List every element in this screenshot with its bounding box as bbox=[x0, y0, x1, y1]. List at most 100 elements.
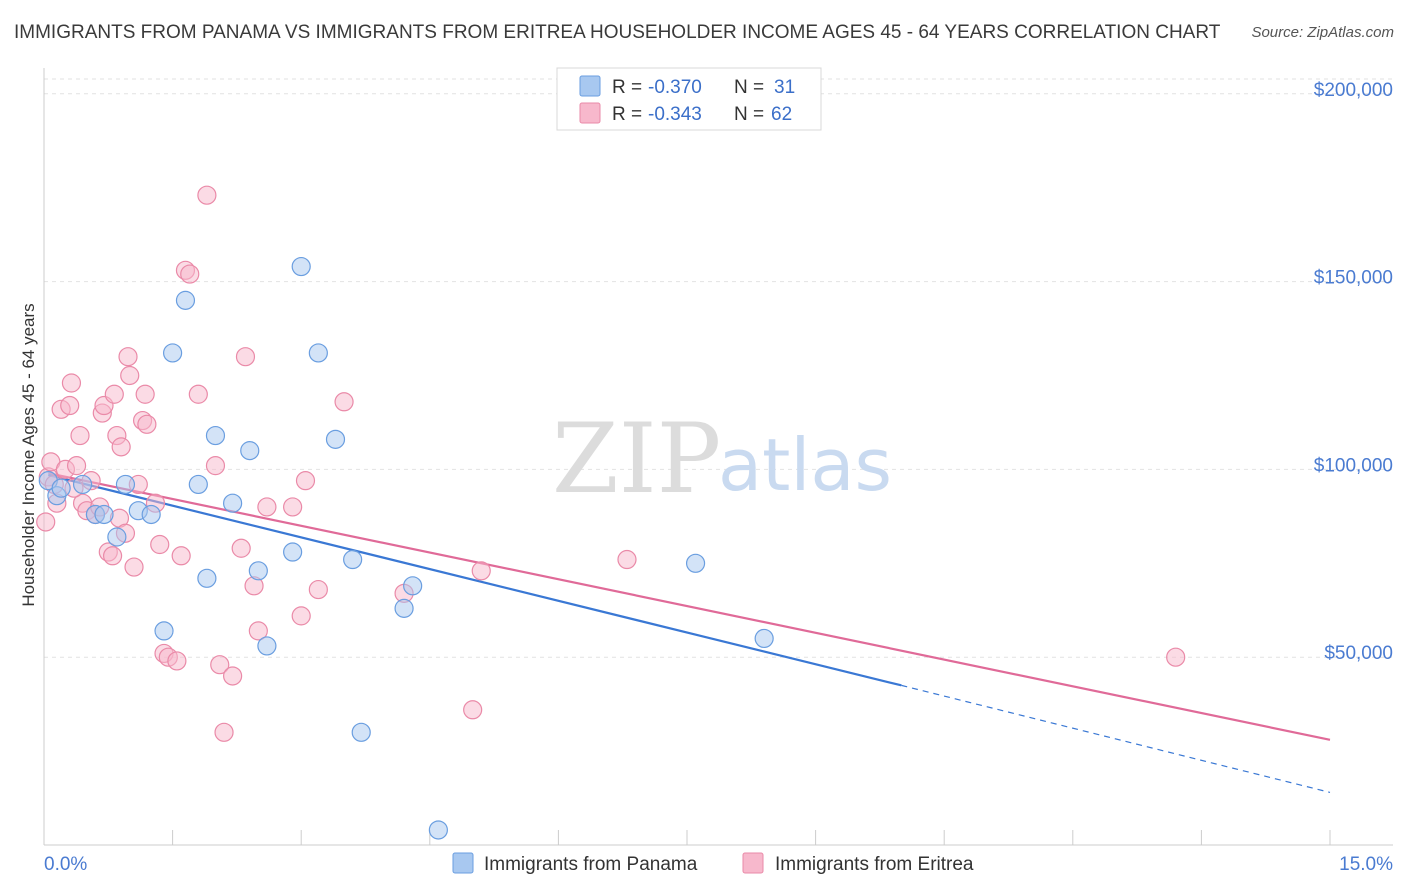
panama-point-29 bbox=[685, 553, 706, 573]
legend-panama-r-value: -0.370 bbox=[648, 77, 702, 98]
panama-point-16 bbox=[223, 493, 243, 513]
y-tick-label-2: $150,000 bbox=[1314, 268, 1393, 289]
eritrea-point-41 bbox=[197, 185, 217, 205]
y-tick-labels: $50,000 $100,000 $150,000 $200,000 bbox=[1314, 80, 1393, 664]
eritrea-point-31 bbox=[137, 414, 157, 434]
eritrea-point-10 bbox=[70, 425, 90, 446]
eritrea-point-57 bbox=[463, 700, 483, 720]
eritrea-point-45 bbox=[223, 666, 243, 686]
panama-point-24 bbox=[343, 549, 363, 570]
watermark-atlas: atlas bbox=[718, 423, 892, 507]
bottom-legend-eritrea-label: Immigrants from Eritrea bbox=[775, 854, 974, 875]
legend-eritrea-r-label: R = bbox=[612, 104, 642, 125]
panama-point-3 bbox=[72, 474, 93, 495]
panama-point-30 bbox=[754, 628, 774, 649]
bottom-legend-swatch-panama bbox=[452, 852, 474, 874]
eritrea-point-7 bbox=[60, 395, 80, 416]
x-tick-label-min: 0.0% bbox=[44, 854, 87, 875]
legend-eritrea-n-value: 62 bbox=[771, 104, 792, 125]
watermark-zip: ZIP bbox=[552, 403, 721, 515]
eritrea-point-53 bbox=[295, 471, 316, 491]
legend-box bbox=[556, 67, 822, 131]
panama-point-6 bbox=[107, 527, 127, 547]
eritrea-point-43 bbox=[210, 655, 230, 675]
grid-lines bbox=[44, 78, 1393, 658]
eritrea-point-51 bbox=[283, 497, 303, 517]
panama-point-26 bbox=[394, 598, 414, 618]
legend-eritrea-r-value: -0.343 bbox=[648, 104, 702, 125]
eritrea-point-55 bbox=[334, 392, 354, 412]
chart-source: Source: ZipAtlas.com bbox=[1251, 24, 1394, 41]
panama-point-9 bbox=[141, 504, 161, 525]
panama-point-14 bbox=[197, 568, 217, 588]
y-tick-label-1: $100,000 bbox=[1314, 455, 1393, 476]
eritrea-point-0 bbox=[36, 512, 56, 532]
panama-point-22 bbox=[308, 343, 328, 363]
panama-point-17 bbox=[240, 441, 260, 461]
eritrea-point-30 bbox=[135, 384, 155, 404]
eritrea-point-60 bbox=[1166, 647, 1186, 667]
eritrea-point-46 bbox=[231, 538, 251, 558]
eritrea-point-54 bbox=[308, 579, 328, 600]
eritrea-point-8 bbox=[61, 373, 82, 393]
eritrea-point-23 bbox=[111, 437, 131, 457]
eritrea-point-36 bbox=[167, 651, 187, 671]
eritrea-point-44 bbox=[214, 722, 234, 742]
panama-point-2 bbox=[51, 478, 71, 498]
eritrea-point-25 bbox=[118, 347, 138, 367]
trend-lines bbox=[48, 472, 1331, 793]
watermark: ZIP atlas bbox=[552, 403, 892, 515]
panama-point-15 bbox=[205, 425, 226, 446]
panama-point-28 bbox=[428, 820, 448, 840]
eritrea-point-58 bbox=[471, 561, 491, 581]
panama-point-13 bbox=[188, 474, 208, 495]
legend-panama-n-label: N = bbox=[734, 77, 764, 98]
legend-swatch-eritrea bbox=[579, 102, 601, 124]
trend-line-panama bbox=[48, 473, 902, 687]
eritrea-point-52 bbox=[291, 606, 311, 626]
panama-point-5 bbox=[94, 504, 114, 525]
panama-point-27 bbox=[403, 576, 423, 596]
y-tick-label-3: $200,000 bbox=[1314, 80, 1393, 101]
eritrea-point-50 bbox=[257, 497, 277, 517]
eritrea-point-37 bbox=[171, 546, 191, 566]
panama-point-10 bbox=[154, 621, 174, 641]
panama-point-12 bbox=[175, 290, 196, 310]
panama-point-18 bbox=[248, 561, 268, 581]
legend-panama-n-value: 31 bbox=[774, 77, 795, 98]
y-axis-label: Householder Income Ages 45 - 64 years bbox=[19, 303, 38, 606]
eritrea-point-20 bbox=[104, 384, 124, 404]
legend-swatch-panama bbox=[579, 75, 601, 97]
y-tick-label-0: $50,000 bbox=[1324, 643, 1393, 664]
eritrea-point-47 bbox=[235, 347, 256, 367]
eritrea-point-9 bbox=[66, 456, 87, 476]
legend-panama-r-label: R = bbox=[612, 77, 642, 98]
series-legend: Immigrants from Panama Immigrants from E… bbox=[452, 852, 974, 875]
panama-point-11 bbox=[163, 343, 183, 363]
eritrea-point-49 bbox=[248, 621, 268, 641]
eritrea-point-19 bbox=[102, 546, 123, 566]
series-panama-points bbox=[38, 256, 774, 840]
trend-line-panama-extension bbox=[901, 684, 1331, 793]
chart-title: IMMIGRANTS FROM PANAMA VS IMMIGRANTS FRO… bbox=[14, 22, 1221, 43]
trend-line-eritrea bbox=[48, 472, 1331, 741]
eritrea-point-39 bbox=[180, 264, 200, 284]
panama-point-20 bbox=[283, 542, 303, 562]
eritrea-point-27 bbox=[124, 557, 144, 577]
series-eritrea-points bbox=[36, 185, 1186, 742]
panama-point-23 bbox=[325, 429, 346, 449]
panama-point-19 bbox=[257, 636, 277, 656]
legend-eritrea-n-label: N = bbox=[734, 104, 764, 125]
eritrea-point-26 bbox=[120, 365, 140, 386]
x-tick-label-max: 15.0% bbox=[1339, 854, 1393, 875]
bottom-legend-swatch-eritrea bbox=[742, 852, 764, 874]
bottom-legend-panama-label: Immigrants from Panama bbox=[484, 854, 698, 875]
correlation-legend: R = -0.370 N = 31 R = -0.343 N = 62 bbox=[556, 67, 822, 131]
eritrea-point-59 bbox=[617, 549, 637, 570]
panama-point-21 bbox=[291, 256, 311, 277]
eritrea-point-33 bbox=[150, 534, 170, 555]
panama-point-25 bbox=[351, 722, 371, 742]
panama-point-7 bbox=[115, 474, 136, 495]
eritrea-point-40 bbox=[188, 384, 208, 404]
